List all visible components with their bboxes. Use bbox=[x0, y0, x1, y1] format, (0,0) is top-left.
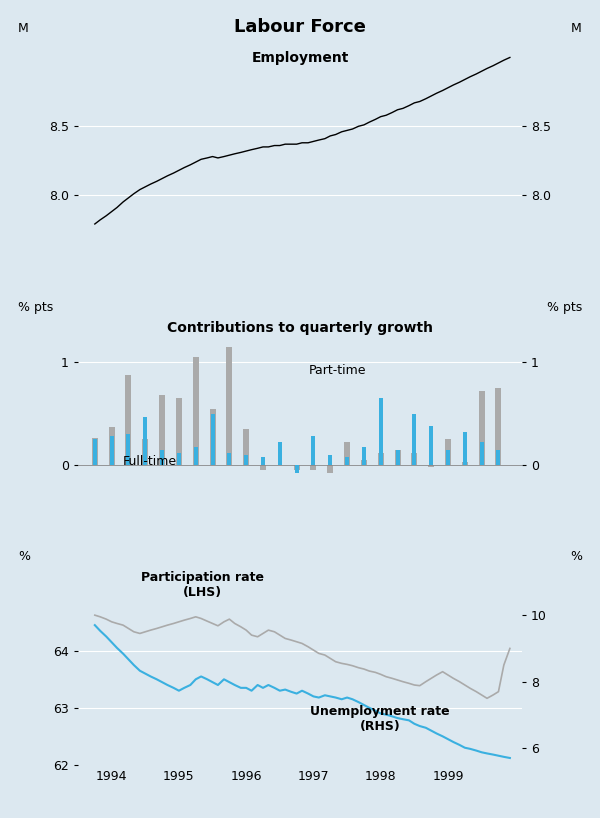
Bar bbox=[362, 447, 366, 465]
Text: Employment: Employment bbox=[251, 51, 349, 65]
Bar bbox=[177, 452, 181, 465]
Bar bbox=[479, 391, 485, 465]
Bar bbox=[159, 395, 165, 465]
Text: Full-time: Full-time bbox=[122, 455, 176, 468]
Bar bbox=[378, 452, 384, 465]
Bar bbox=[310, 465, 316, 470]
Bar bbox=[446, 450, 450, 465]
Bar bbox=[160, 450, 164, 465]
Text: % pts: % pts bbox=[547, 301, 582, 314]
Text: %: % bbox=[570, 551, 582, 564]
Bar bbox=[278, 443, 282, 465]
Bar bbox=[412, 414, 416, 465]
Text: M: M bbox=[18, 22, 29, 35]
Bar bbox=[344, 443, 350, 465]
Bar bbox=[496, 388, 502, 465]
Bar bbox=[295, 465, 299, 474]
Text: M: M bbox=[571, 22, 582, 35]
Bar bbox=[143, 416, 147, 465]
Bar bbox=[328, 455, 332, 465]
Bar bbox=[395, 450, 401, 465]
Bar bbox=[293, 465, 299, 470]
Bar bbox=[142, 439, 148, 465]
Bar bbox=[327, 465, 334, 474]
Bar bbox=[463, 432, 467, 465]
Bar bbox=[479, 443, 484, 465]
Text: Contributions to quarterly growth: Contributions to quarterly growth bbox=[167, 321, 433, 335]
Bar bbox=[445, 439, 451, 465]
Text: % pts: % pts bbox=[18, 301, 53, 314]
Bar bbox=[211, 414, 215, 465]
Bar bbox=[109, 427, 115, 465]
Bar bbox=[110, 436, 113, 465]
Bar bbox=[260, 465, 266, 470]
Bar bbox=[428, 465, 434, 467]
Bar bbox=[193, 357, 199, 465]
Bar bbox=[226, 347, 232, 465]
Bar bbox=[93, 439, 97, 465]
Bar bbox=[125, 375, 131, 465]
Text: Labour Force: Labour Force bbox=[234, 18, 366, 36]
Text: Participation rate
(LHS): Participation rate (LHS) bbox=[141, 571, 264, 600]
Bar bbox=[243, 429, 249, 465]
Bar bbox=[127, 434, 130, 465]
Bar bbox=[496, 450, 500, 465]
Bar bbox=[429, 426, 433, 465]
Bar bbox=[194, 447, 197, 465]
Bar bbox=[209, 408, 215, 465]
Bar bbox=[92, 438, 98, 465]
Text: %: % bbox=[18, 551, 30, 564]
Bar bbox=[227, 452, 232, 465]
Bar bbox=[395, 450, 400, 465]
Text: Part-time: Part-time bbox=[309, 363, 367, 376]
Bar bbox=[261, 456, 265, 465]
Bar bbox=[379, 398, 383, 465]
Bar bbox=[244, 455, 248, 465]
Text: Unemployment rate
(RHS): Unemployment rate (RHS) bbox=[310, 705, 450, 733]
Bar bbox=[345, 456, 349, 465]
Bar bbox=[311, 436, 316, 465]
Bar bbox=[176, 398, 182, 465]
Bar bbox=[361, 460, 367, 465]
Bar bbox=[462, 462, 468, 465]
Bar bbox=[412, 452, 418, 465]
